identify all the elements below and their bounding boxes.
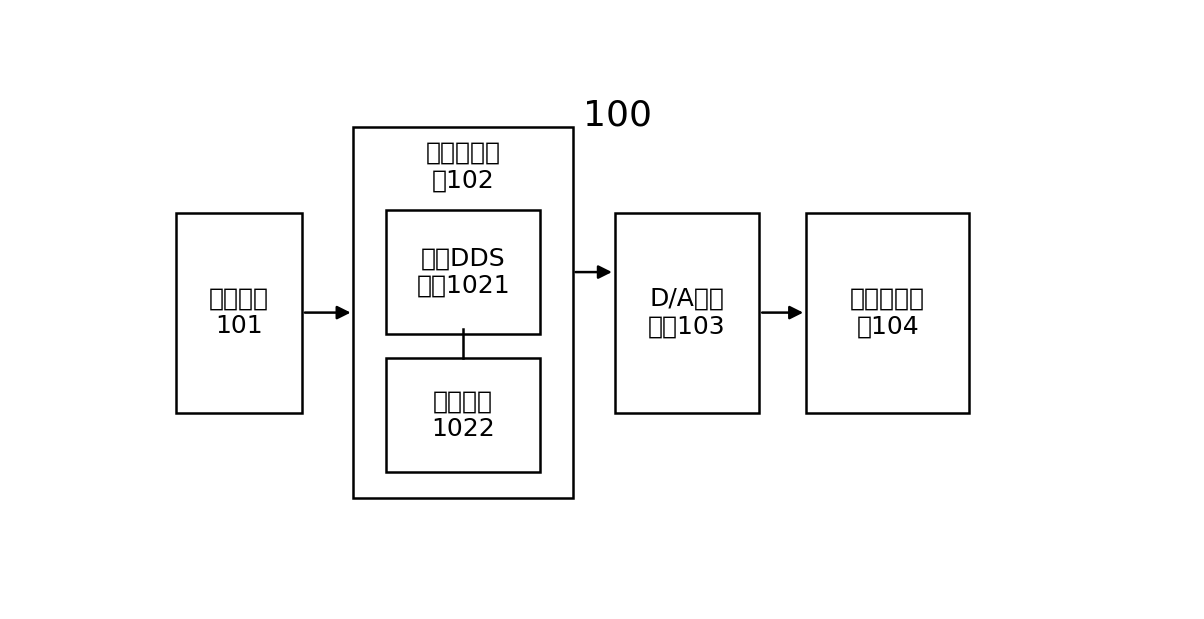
Text: D/A转换
模块103: D/A转换 模块103 [648,287,726,339]
Text: 100: 100 [583,98,651,132]
Bar [176,212,302,413]
Text: 主控模块
101: 主控模块 101 [209,287,270,339]
Bar [615,212,760,413]
Text: 信号调整模
块104: 信号调整模 块104 [850,287,925,339]
Bar [805,212,969,413]
Text: 调制模块
1022: 调制模块 1022 [431,389,495,441]
Text: 载波DDS
模块1021: 载波DDS 模块1021 [417,246,510,298]
Bar [386,210,541,334]
Text: 波形生成模
块102: 波形生成模 块102 [425,141,501,193]
Bar [354,127,573,498]
Bar [386,358,541,472]
